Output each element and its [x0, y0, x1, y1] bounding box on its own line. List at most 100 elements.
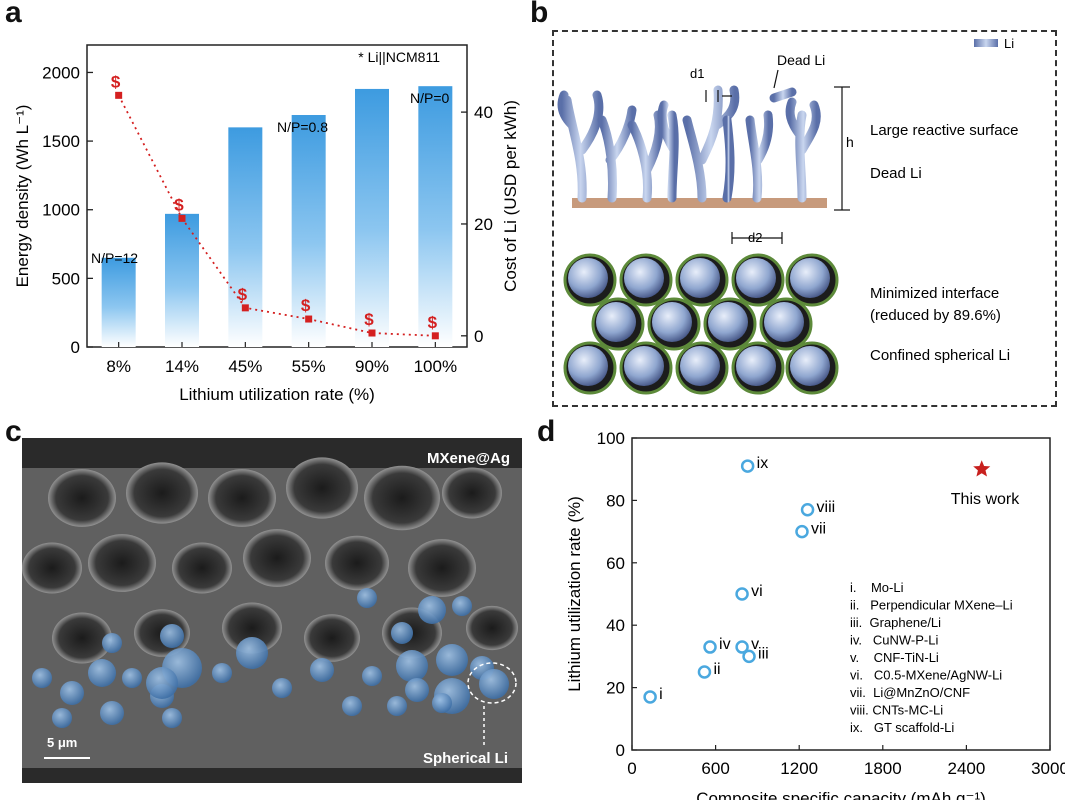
d-xtick-label: 0 [627, 759, 636, 778]
sem-li-sphere [405, 678, 429, 702]
point-label-viii: viii [817, 499, 836, 516]
panel-letter-a: a [5, 0, 22, 29]
sem-li-sphere [432, 693, 452, 713]
cost-point [431, 332, 439, 340]
bar-14% [165, 213, 199, 347]
cost-point [241, 304, 249, 312]
sem-pore [208, 469, 276, 527]
np-label-0-8: N/P=0.8 [277, 119, 328, 135]
sem-li-sphere [396, 650, 428, 682]
point-label-v: v [751, 636, 759, 653]
a-ytick-label: 1000 [42, 201, 80, 220]
d-xtick-label: 2400 [947, 759, 985, 778]
chart-a-xlabel: Lithium utilization rate (%) [179, 385, 375, 404]
np-label-0: N/P=0 [410, 90, 450, 106]
d-xtick-label: 1200 [780, 759, 818, 778]
a-ytick-label: 500 [52, 269, 80, 288]
sem-li-sphere [160, 624, 184, 648]
a-y2tick-label: 20 [474, 215, 493, 234]
legend-item: ix. GT scaffold-Li [850, 720, 954, 735]
minimized-label: Minimized interface [870, 285, 999, 302]
sphere-li [596, 302, 636, 342]
chart-a-note: * Li||NCM811 [358, 49, 440, 65]
large-surface-label: Large reactive surface [870, 122, 1018, 139]
sem-li-sphere [310, 658, 334, 682]
d-xtick-label: 1800 [864, 759, 902, 778]
substrate [572, 198, 827, 208]
sem-pore [466, 605, 518, 651]
point-vii [795, 524, 809, 539]
d-xtick-label: 3000 [1031, 759, 1065, 778]
bar-90% [355, 88, 389, 347]
sem-pore [286, 457, 358, 519]
point-ix [740, 459, 755, 473]
chart-a: 0 500 1000 1500 2000 0 20 40 $ $ $ $ $ $ 8% 14% 45% 55… [13, 44, 520, 404]
point-ii [697, 665, 712, 679]
sem-pore [126, 462, 198, 524]
cost-point [115, 91, 123, 99]
a-xtick-label: 55% [292, 357, 326, 376]
sem-li-sphere [362, 666, 382, 686]
a-xtick-label: 90% [355, 357, 389, 376]
sem-li-sphere [452, 596, 472, 616]
point-i [643, 690, 657, 704]
a-y2tick-label: 0 [474, 327, 483, 346]
sphere-li [652, 302, 692, 342]
a-xtick-label: 8% [106, 357, 131, 376]
legend-item: i. Mo-Li [850, 580, 904, 595]
sem-li-sphere [479, 669, 509, 699]
this-work-star [973, 460, 991, 477]
sem-li-sphere [146, 667, 178, 699]
point-iv [703, 640, 717, 654]
reduced-label: (reduced by 89.6%) [870, 307, 1001, 324]
dead-li-top-label: Dead Li [777, 52, 825, 68]
sem-pore [325, 535, 389, 591]
sphere-li [764, 302, 804, 342]
bar-55% [291, 115, 326, 347]
point-label-i: i [659, 686, 663, 703]
point-iii [742, 649, 756, 664]
sem-image: MXene@Ag 5 μm Spherical Li [22, 438, 522, 783]
sem-li-sphere [212, 663, 232, 683]
li-legend-swatch [974, 39, 998, 47]
sem-li-sphere [272, 678, 292, 698]
panel-b-illustration: Li d1 Dead Li h Large reactive surface D… [557, 36, 1018, 395]
d2-label: d2 [748, 230, 762, 245]
legend-item: iii. Graphene/Li [850, 615, 941, 630]
sphere-li [708, 302, 748, 342]
bar-100% [418, 86, 453, 347]
d-ytick-label: 40 [606, 616, 625, 635]
d-ytick-label: 0 [616, 741, 625, 760]
chart-d-ylabel: Lithium utilization rate (%) [565, 496, 584, 692]
d1-label: d1 [690, 66, 704, 81]
h-label: h [846, 134, 854, 150]
cost-dollar-sign: $ [428, 313, 438, 332]
sphere-li [790, 258, 830, 298]
sphere-li [790, 346, 830, 386]
sphere-li [624, 258, 664, 298]
legend-item: vii. Li@MnZnO/CNF [850, 685, 970, 700]
point-vi [735, 587, 749, 601]
sem-li-sphere [122, 668, 142, 688]
cost-dollar-sign: $ [301, 296, 311, 315]
point-label-vi: vi [751, 583, 763, 600]
cost-point [178, 214, 186, 222]
chart-a-ylabel: Energy density (Wh L⁻¹) [13, 105, 32, 288]
a-ytick-label: 1500 [42, 132, 80, 151]
sem-li-sphere [436, 644, 468, 676]
point-label-iv: iv [719, 636, 731, 653]
a-xtick-label: 14% [165, 357, 199, 376]
d-ytick-label: 60 [606, 554, 625, 573]
sphere-li [568, 258, 608, 298]
sem-li-sphere [60, 681, 84, 705]
sem-li-sphere [236, 637, 268, 669]
d-ytick-label: 80 [606, 491, 625, 510]
sem-li-sphere [391, 622, 413, 644]
panel-letter-d: d [537, 415, 556, 448]
sphere-li [680, 346, 720, 386]
chart-d-xlabel: Composite specific capacity (mAh g⁻¹) [696, 789, 986, 800]
chart-d-frame [631, 437, 1051, 751]
sem-li-sphere [88, 659, 116, 687]
point-label-ix: ix [757, 455, 769, 472]
